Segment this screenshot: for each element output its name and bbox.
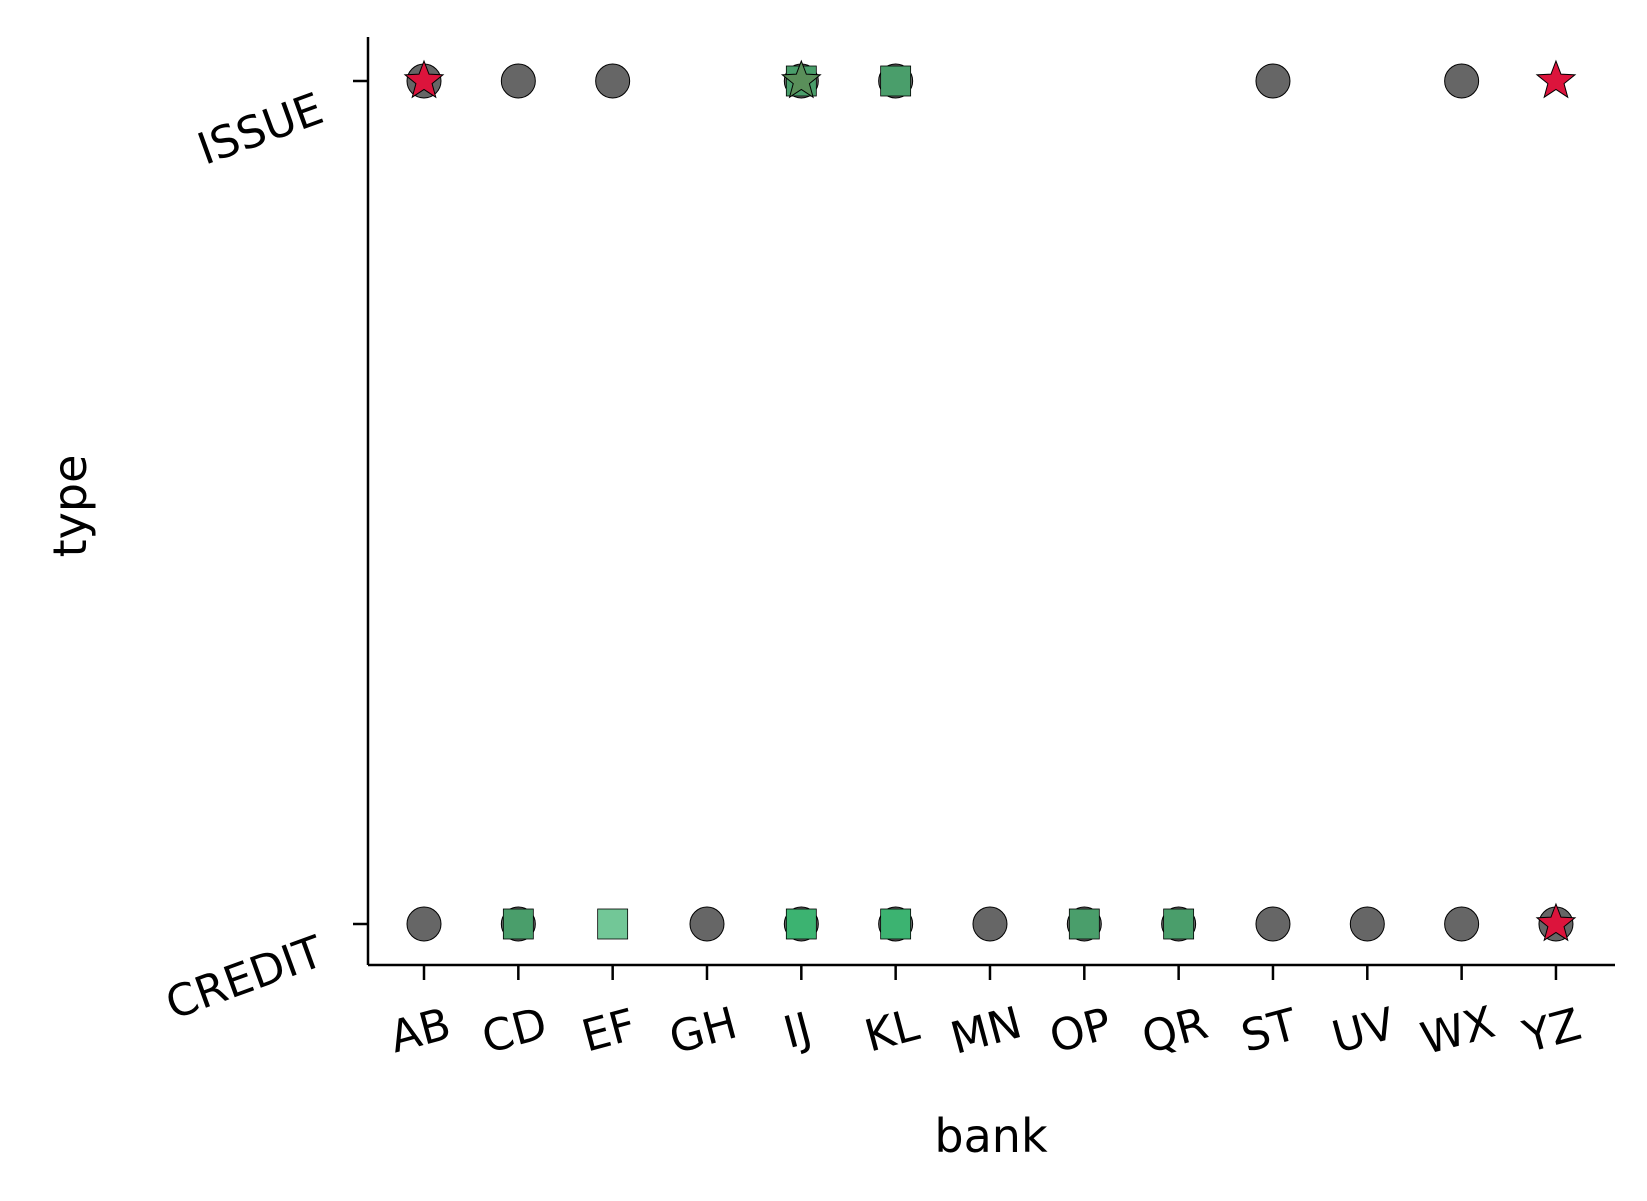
- square-point: [785, 908, 817, 940]
- x-tick-label: CD: [477, 998, 553, 1064]
- circle-point: [1255, 63, 1291, 99]
- x-tick-label: UV: [1327, 998, 1400, 1063]
- circle-point: [1444, 906, 1480, 942]
- star-point: [403, 59, 445, 99]
- circle-point: [1444, 63, 1480, 99]
- square-point: [502, 908, 534, 940]
- circle-point: [1349, 906, 1385, 942]
- square-point: [880, 908, 912, 940]
- x-tick-label: YZ: [1517, 999, 1586, 1063]
- star-point: [1535, 902, 1577, 942]
- square-point: [1068, 908, 1100, 940]
- x-tick-label: KL: [860, 999, 925, 1062]
- y-axis-title: type: [43, 455, 97, 558]
- x-tick-label: MN: [945, 997, 1027, 1065]
- x-tick-label: EF: [577, 999, 641, 1062]
- square-point: [597, 908, 629, 940]
- x-tick-label: AB: [385, 999, 456, 1064]
- square-point: [1163, 908, 1195, 940]
- square-point: [880, 65, 912, 97]
- x-tick-label: IJ: [778, 1003, 816, 1059]
- circle-point: [406, 906, 442, 942]
- x-tick-label: QR: [1137, 998, 1213, 1064]
- y-tick-label: ISSUE: [191, 83, 330, 175]
- star-point: [780, 59, 822, 99]
- x-tick-label: WX: [1416, 997, 1500, 1065]
- data-points: [403, 59, 1577, 942]
- circle-point: [972, 906, 1008, 942]
- circle-point: [1255, 906, 1291, 942]
- axes: [366, 37, 1615, 967]
- circle-point: [500, 63, 536, 99]
- star-point: [1535, 59, 1577, 99]
- x-tick-label: ST: [1236, 999, 1302, 1062]
- x-tick-label: OP: [1044, 998, 1116, 1063]
- y-tick-label: CREDIT: [159, 926, 330, 1030]
- x-tick-label: GH: [664, 998, 742, 1065]
- x-axis-title: bank: [934, 1109, 1048, 1163]
- circle-point: [689, 906, 725, 942]
- circle-point: [595, 63, 631, 99]
